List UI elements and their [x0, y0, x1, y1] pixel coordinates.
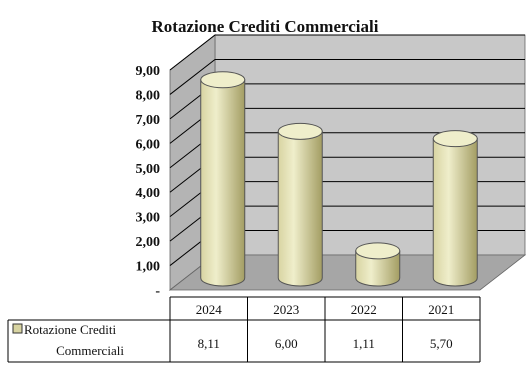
y-tick-label: 8,00	[136, 88, 161, 103]
y-axis: - 1,00 2,00 3,00 4,00 5,00 6,00 7,00 8,00 9,00	[136, 64, 161, 299]
y-tick-label: 3,00	[136, 211, 161, 226]
y-tick-label: 4,00	[136, 186, 161, 201]
x-tick-label: 2022	[351, 302, 377, 317]
gridline	[169, 34, 525, 71]
bar-2022	[355, 242, 401, 287]
bar-body	[432, 138, 478, 287]
gridline	[169, 58, 525, 95]
y-tick-label: -	[155, 284, 160, 299]
bar-2024	[200, 71, 246, 287]
data-label: 1,11	[353, 336, 375, 351]
bar-body	[355, 250, 401, 287]
bar-2021	[432, 130, 478, 287]
bar-top	[432, 130, 478, 148]
bar-top	[200, 71, 246, 89]
bar-body	[200, 79, 246, 287]
data-label: 8,11	[198, 336, 220, 351]
bar-2023	[277, 122, 323, 287]
data-label: 5,70	[430, 336, 453, 351]
bar-body	[277, 130, 323, 287]
x-tick-label: 2024	[196, 302, 223, 317]
legend-swatch	[12, 323, 23, 334]
chart-title: Rotazione Crediti Commerciali	[152, 17, 379, 36]
data-label: 6,00	[275, 336, 298, 351]
bar-top	[355, 242, 401, 260]
back-wall	[214, 34, 526, 256]
y-tick-label: 5,00	[136, 162, 161, 177]
y-tick-label: 2,00	[136, 235, 161, 250]
x-tick-label: 2023	[273, 302, 299, 317]
y-tick-label: 9,00	[136, 64, 161, 79]
y-tick-label: 1,00	[136, 260, 161, 275]
bar-top	[277, 122, 323, 140]
y-tick-label: 7,00	[136, 113, 161, 128]
data-table: 2024 8,11 2023 6,00 2022 1,11 2021 5,70 Rotazion…	[7, 296, 481, 363]
legend-label: Commerciali	[56, 343, 124, 358]
legend-label: Rotazione Crediti	[24, 322, 116, 337]
y-tick-label: 6,00	[136, 137, 161, 152]
x-tick-label: 2021	[428, 302, 454, 317]
bars	[200, 71, 478, 287]
